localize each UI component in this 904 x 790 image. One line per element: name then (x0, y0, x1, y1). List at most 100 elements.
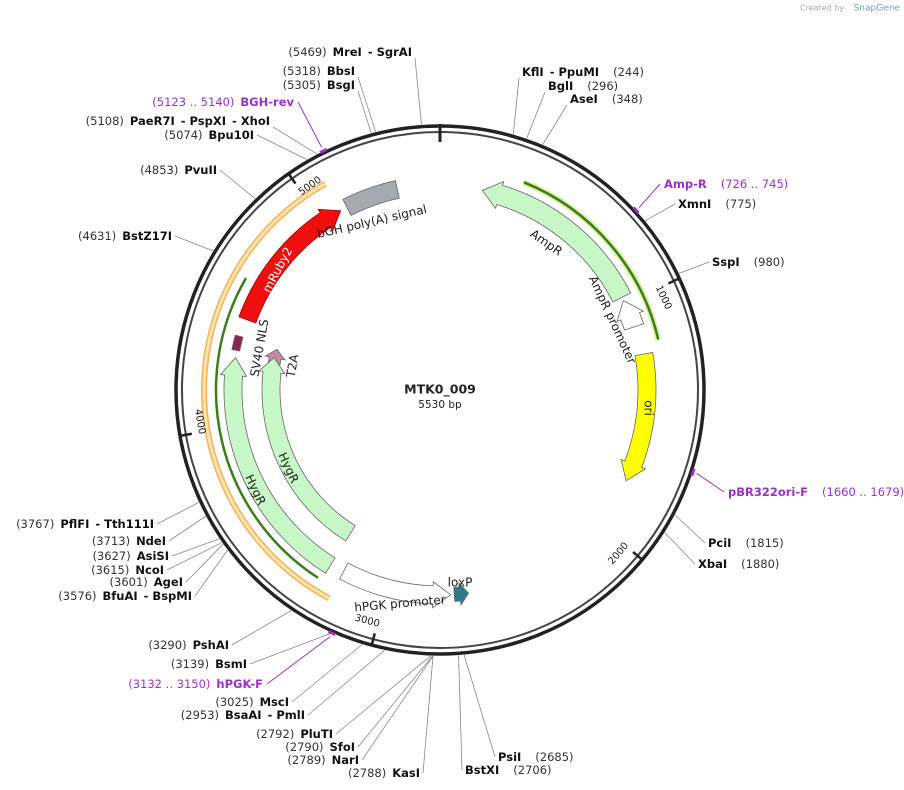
site-position: (1880) (741, 557, 779, 571)
site-label: XmnI (775) (678, 197, 756, 211)
site-label: (3290) PshAI (148, 638, 229, 652)
site-name: (726 .. 745) (721, 177, 789, 191)
ring-tick (667, 277, 680, 285)
site-label: (5074) Bpu10I (164, 128, 254, 142)
site-label: (3601) AgeI (110, 575, 183, 589)
site-name: NarI (332, 753, 359, 767)
site-position: (2792) (256, 727, 294, 741)
site-name: BGH-rev (240, 95, 294, 109)
site-label: (3627) AsiSI (93, 549, 170, 563)
feature-arrow (481, 180, 632, 303)
site-label: (2788) KasI (348, 766, 420, 780)
ring-tick (287, 173, 297, 185)
site-connector (357, 76, 377, 133)
site-name: (5123 .. 5140) (152, 95, 234, 109)
site-connector (307, 649, 385, 716)
site-position: (2685) (535, 750, 573, 764)
site-connector (291, 644, 363, 703)
site-connector (249, 632, 332, 665)
site-name: PflFI (60, 517, 89, 531)
feature-arrow (238, 208, 342, 324)
site-name: Bpu10I (209, 128, 254, 142)
site-name: BsgI (327, 78, 355, 92)
site-connector (156, 502, 200, 525)
site-position: (5074) (164, 128, 202, 142)
site-position: (5108) (86, 114, 124, 128)
site-name: BfuAI (103, 589, 138, 603)
site-position: (348) (612, 92, 643, 106)
feature-label: hPGK promoter (354, 593, 446, 615)
site-name: - PmlI (268, 708, 305, 722)
site-position: (3627) (93, 549, 131, 563)
site-label: (3615) NcoI (91, 563, 164, 577)
site-position: (2789) (287, 753, 325, 767)
site-label: (2953) BsaAI - PmlI (181, 708, 305, 722)
site-position: (3290) (148, 638, 186, 652)
site-connector (219, 169, 256, 199)
site-position: (775) (725, 197, 756, 211)
site-name: BbsI (327, 64, 355, 78)
site-connector (463, 654, 496, 758)
site-position: (4631) (78, 229, 116, 243)
site-label: (5469) MreI - SgrAI (288, 45, 412, 59)
site-label: (3576) BfuAI - BspMI (58, 589, 192, 603)
primer-mark (319, 147, 328, 154)
green-line (523, 181, 660, 340)
site-label: (5305) BsgI (283, 78, 355, 92)
site-position: (3576) (58, 589, 96, 603)
site-connector (168, 515, 207, 542)
primer-mark (690, 468, 696, 477)
site-label: (2790) SfoI (285, 740, 355, 754)
site-label: Amp-R (726 .. 745) (664, 177, 788, 191)
primer-mark (632, 206, 640, 215)
feature-label: loxP (448, 576, 473, 590)
site-label: XbaI (1880) (698, 557, 779, 571)
credit-prefix: Created by (800, 4, 844, 13)
ring-tick (370, 633, 376, 646)
site-name: AseI (570, 92, 598, 106)
site-connector (166, 542, 223, 571)
site-connector (678, 261, 710, 274)
site-label: (3767) PflFI - Tth111I (16, 517, 154, 531)
feature-arrow (258, 357, 356, 542)
site-name: MreI (333, 45, 362, 59)
credit-brand: SnapGene (854, 4, 901, 14)
site-connector (174, 235, 214, 252)
site-label: (3025) MscI (215, 695, 289, 709)
ring-tick (632, 551, 644, 561)
site-position: (980) (754, 255, 785, 269)
site-name: XmnI (678, 197, 711, 211)
site-name: PaeR7I (130, 114, 175, 128)
site-label: SspI (980) (712, 255, 785, 269)
green-line (214, 277, 319, 579)
site-name: - Tth111I (95, 517, 154, 531)
site-position: (1815) (745, 536, 783, 550)
site-name: - BspMI (144, 589, 192, 603)
feature-arrow (338, 562, 452, 609)
site-position: (3601) (110, 575, 148, 589)
site-name: PluTI (300, 727, 333, 741)
site-connector (674, 514, 706, 544)
orange-ring-core (202, 182, 330, 600)
feature-label: T2A (283, 353, 301, 380)
site-name: XbaI (698, 557, 727, 571)
site-name: PsiI (498, 750, 521, 764)
feature-arrow (453, 581, 470, 607)
site-name: AsiSI (137, 549, 169, 563)
feature-label: ori (642, 400, 656, 416)
site-connector (272, 126, 318, 155)
site-label: (5108) PaeR7I - PspXI - XhoI (86, 114, 270, 128)
site-label: KflI - PpuMI (244) (522, 65, 644, 79)
site-label: PciI (1815) (708, 536, 784, 550)
site-name: SspI (712, 255, 740, 269)
ring-tick-label: 4000 (192, 408, 207, 435)
site-label: (5318) BbsI (283, 64, 355, 78)
feature-arrow (219, 356, 336, 574)
site-label: (3713) NdeI (92, 534, 166, 548)
site-connector (171, 538, 220, 557)
site-label: BstXI (2706) (465, 763, 552, 777)
site-label: AseI (348) (570, 92, 643, 106)
site-position: (296) (587, 79, 618, 93)
site-connector (335, 655, 431, 735)
